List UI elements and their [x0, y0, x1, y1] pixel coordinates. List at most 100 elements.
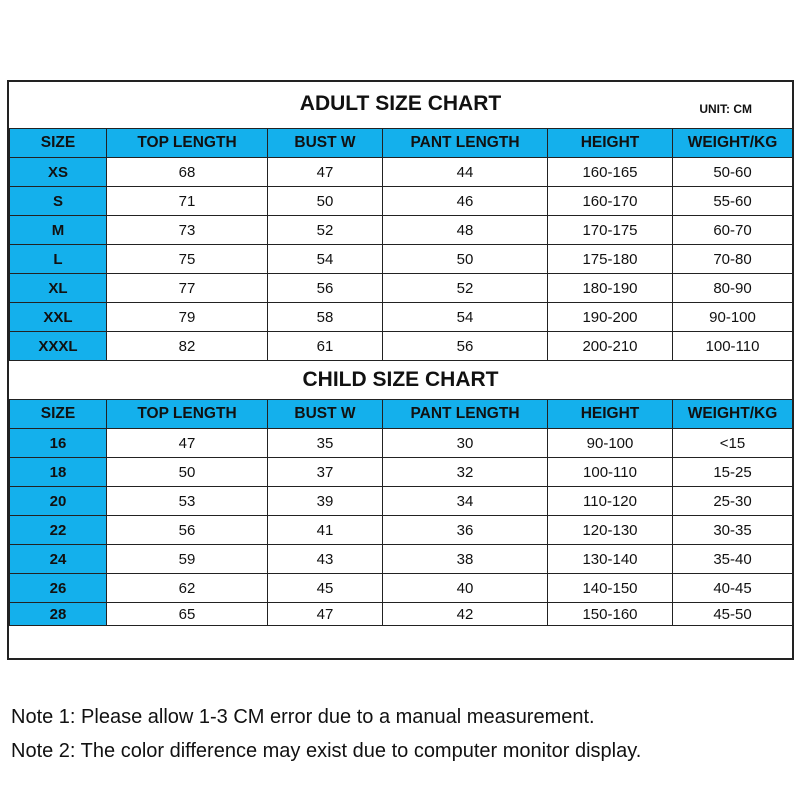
- table-cell: 25-30: [672, 486, 793, 516]
- table-row: 18 50 37 32 100-110 15-25: [9, 457, 793, 487]
- table-cell: 160-170: [547, 186, 673, 216]
- table-cell: 58: [267, 302, 383, 332]
- table-cell: 120-130: [547, 515, 673, 545]
- table-cell: 110-120: [547, 486, 673, 516]
- table-cell: 50: [382, 244, 548, 274]
- size-chart: ADULT SIZE CHART UNIT: CM SIZE TOP LENGTH…: [7, 80, 794, 660]
- table-row: 20 53 39 34 110-120 25-30: [9, 486, 793, 516]
- table-cell: 47: [106, 428, 268, 458]
- column-header: WEIGHT/KG: [672, 399, 793, 429]
- table-cell: 100-110: [547, 457, 673, 487]
- column-header: WEIGHT/KG: [672, 128, 793, 158]
- column-header: BUST W: [267, 399, 383, 429]
- table-cell: 100-110: [672, 331, 793, 361]
- size-cell: XXXL: [9, 331, 107, 361]
- table-cell: 38: [382, 544, 548, 574]
- table-cell: 65: [106, 602, 268, 626]
- table-cell: 45-50: [672, 602, 793, 626]
- table-cell: 60-70: [672, 215, 793, 245]
- table-cell: 90-100: [547, 428, 673, 458]
- adult-title: ADULT SIZE CHART: [299, 92, 502, 115]
- table-cell: 40-45: [672, 573, 793, 603]
- table-row: 16 47 35 30 90-100 <15: [9, 428, 793, 458]
- table-cell: 42: [382, 602, 548, 626]
- table-row: 26 62 45 40 140-150 40-45: [9, 573, 793, 603]
- table-cell: 32: [382, 457, 548, 487]
- adult-table: SIZE TOP LENGTH BUST W PANT LENGTH HEIGHT WEI…: [9, 128, 793, 361]
- table-cell: 36: [382, 515, 548, 545]
- size-cell: 28: [9, 602, 107, 626]
- table-cell: 41: [267, 515, 383, 545]
- table-cell: 61: [267, 331, 383, 361]
- table-cell: 48: [382, 215, 548, 245]
- table-row: 22 56 41 36 120-130 30-35: [9, 515, 793, 545]
- unit-label: UNIT: CM: [699, 102, 752, 116]
- column-header: HEIGHT: [547, 128, 673, 158]
- table-cell: 44: [382, 157, 548, 187]
- table-cell: 170-175: [547, 215, 673, 245]
- table-cell: 59: [106, 544, 268, 574]
- table-cell: 77: [106, 273, 268, 303]
- table-cell: 68: [106, 157, 268, 187]
- table-cell: 71: [106, 186, 268, 216]
- table-row: 24 59 43 38 130-140 35-40: [9, 544, 793, 574]
- table-cell: 35: [267, 428, 383, 458]
- size-cell: 24: [9, 544, 107, 574]
- table-cell: 56: [267, 273, 383, 303]
- table-cell: 53: [106, 486, 268, 516]
- size-cell: L: [9, 244, 107, 274]
- table-row: XXL 79 58 54 190-200 90-100: [9, 302, 793, 332]
- size-cell: 16: [9, 428, 107, 458]
- header-row: SIZE TOP LENGTH BUST W PANT LENGTH HEIGHT WEI…: [9, 128, 793, 158]
- table-row: 28 65 47 42 150-160 45-50: [9, 602, 793, 626]
- table-cell: 37: [267, 457, 383, 487]
- table-cell: 39: [267, 486, 383, 516]
- table-cell: 50-60: [672, 157, 793, 187]
- table-cell: 47: [267, 157, 383, 187]
- table-cell: 46: [382, 186, 548, 216]
- table-cell: 30: [382, 428, 548, 458]
- table-cell: 50: [106, 457, 268, 487]
- size-cell: XS: [9, 157, 107, 187]
- table-cell: 45: [267, 573, 383, 603]
- table-row: XL 77 56 52 180-190 80-90: [9, 273, 793, 303]
- table-cell: 73: [106, 215, 268, 245]
- table-cell: 200-210: [547, 331, 673, 361]
- table-cell: 54: [382, 302, 548, 332]
- table-cell: 52: [382, 273, 548, 303]
- table-cell: 34: [382, 486, 548, 516]
- column-header: PANT LENGTH: [382, 128, 548, 158]
- table-cell: 80-90: [672, 273, 793, 303]
- table-cell: 90-100: [672, 302, 793, 332]
- table-cell: 180-190: [547, 273, 673, 303]
- size-cell: S: [9, 186, 107, 216]
- table-cell: 55-60: [672, 186, 793, 216]
- table-cell: 35-40: [672, 544, 793, 574]
- table-cell: 130-140: [547, 544, 673, 574]
- size-cell: XL: [9, 273, 107, 303]
- table-row: L 75 54 50 175-180 70-80: [9, 244, 793, 274]
- table-cell: 56: [106, 515, 268, 545]
- column-header: HEIGHT: [547, 399, 673, 429]
- table-cell: <15: [672, 428, 793, 458]
- size-cell: 18: [9, 457, 107, 487]
- child-table: SIZE TOP LENGTH BUST W PANT LENGTH HEIGHT WEI…: [9, 399, 793, 626]
- column-header: TOP LENGTH: [106, 128, 268, 158]
- table-cell: 15-25: [672, 457, 793, 487]
- table-cell: 62: [106, 573, 268, 603]
- table-cell: 52: [267, 215, 383, 245]
- size-cell: 20: [9, 486, 107, 516]
- size-cell: 26: [9, 573, 107, 603]
- size-cell: 22: [9, 515, 107, 545]
- table-cell: 40: [382, 573, 548, 603]
- table-cell: 150-160: [547, 602, 673, 626]
- column-header: BUST W: [267, 128, 383, 158]
- column-header: TOP LENGTH: [106, 399, 268, 429]
- table-cell: 70-80: [672, 244, 793, 274]
- table-row: M 73 52 48 170-175 60-70: [9, 215, 793, 245]
- table-cell: 50: [267, 186, 383, 216]
- column-header: SIZE: [9, 399, 107, 429]
- table-row: XS 68 47 44 160-165 50-60: [9, 157, 793, 187]
- table-cell: 47: [267, 602, 383, 626]
- table-row: XXXL 82 61 56 200-210 100-110: [9, 331, 793, 361]
